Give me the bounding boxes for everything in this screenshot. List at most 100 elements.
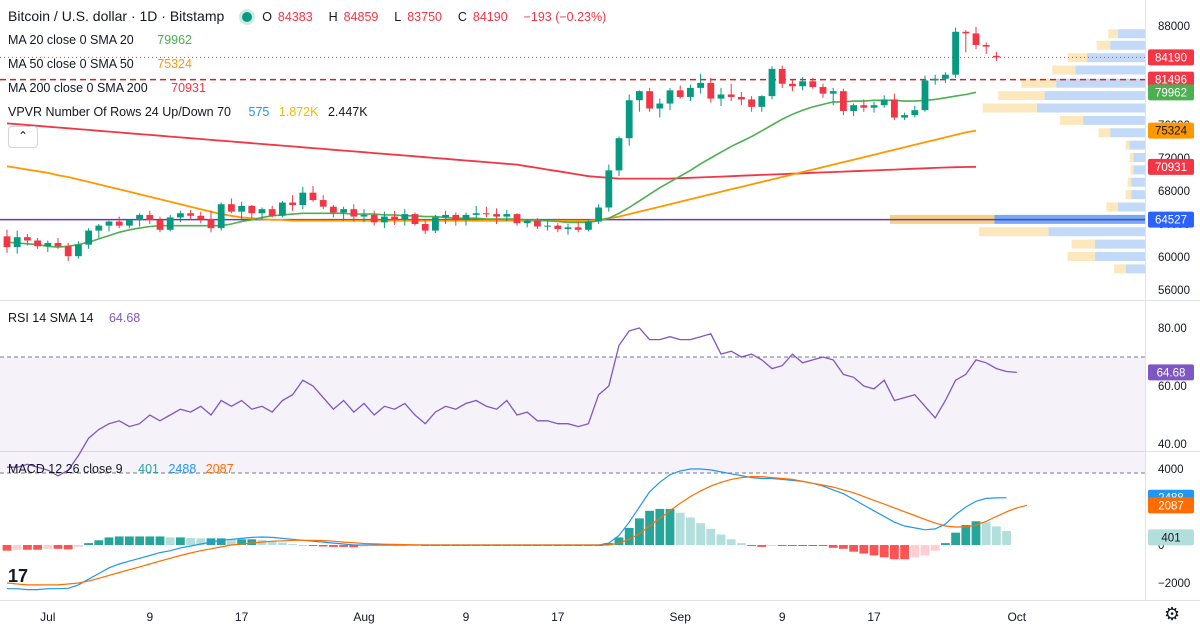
legend-ma200[interactable]: MA 200 close 0 SMA 200 70931 [8,80,212,96]
vpvr-bar-up [1125,264,1145,274]
vpvr-bar-down [1021,78,1057,88]
macd-hist-bar [12,545,22,550]
macd-hist-bar [329,545,338,547]
macd-tick-label: 4000 [1158,464,1184,476]
legend-vpvr-label: VPVR Number Of Rows 24 Up/Down 70 [8,105,232,119]
macd-badge-label: 401 [1161,532,1180,544]
candle-body [289,202,296,206]
candle-body [605,170,613,208]
price-badge-label: 81496 [1155,75,1187,87]
vpvr-bar-up [1044,91,1145,101]
candle-body [207,219,215,229]
vpvr-bar-down [1125,140,1130,150]
candle-body [574,227,582,230]
price-badge-label: 70931 [1155,162,1187,174]
candle-body [615,138,623,171]
legend-rsi-label: RSI 14 SMA 14 [8,311,94,325]
legend-ma200-label: MA 200 close 0 SMA 200 [8,81,148,95]
ohlc-high-label: H [328,10,338,24]
macd-hist-bar [165,537,175,545]
candle-body [258,209,266,214]
gear-icon[interactable]: ⚙ [1164,604,1181,624]
legend-vpvr-v3: 2.447K [327,105,368,119]
candle-body [809,81,817,88]
macd-hist-bar [961,525,971,545]
candle-body [13,237,21,248]
ohlc-close-label: C [457,10,467,24]
candle-body [228,204,235,212]
candle-body [319,200,327,207]
macd-hist-bar [84,543,93,545]
candle-body [452,214,460,220]
macd-hist-bar [359,545,369,547]
macd-hist-bar [747,545,756,546]
candle-body [911,110,919,116]
vpvr-bar-down [1098,128,1111,138]
collapse-legend-button[interactable]: ⌃ [8,126,38,148]
legend-ma20[interactable]: MA 20 close 0 SMA 20 79962 [8,32,198,48]
legend-rsi[interactable]: RSI 14 SMA 14 64.68 [8,310,146,326]
vpvr-bar-down [1127,177,1132,187]
legend-vpvr[interactable]: VPVR Number Of Rows 24 Up/Down 70 575 1.… [8,104,374,120]
macd-hist-bar [604,543,614,545]
candle-body [880,99,888,106]
vpvr-bar-down [1130,165,1134,175]
macd-hist-bar [930,545,940,551]
vpvr-bar-down [1067,53,1088,63]
candle-body [513,214,521,224]
vpvr-bar-up [1056,78,1145,88]
macd-hist-bar [828,545,838,548]
candle-body [738,96,745,100]
macd-hist-bar [614,537,624,545]
ohlc-low-label: L [394,10,402,24]
legend-ma50[interactable]: MA 50 close 0 SMA 50 75324 [8,56,198,72]
macd-hist-bar [696,523,705,545]
vpvr-bar-down [1108,29,1118,39]
legend-ma50-value: 75324 [157,57,193,71]
rsi-badge [1148,364,1194,381]
rsi-band [0,357,1145,473]
vpvr-bar-down [1052,65,1076,75]
ohlc-high: H 84859 [329,10,385,24]
macd-hist-bar [267,541,277,545]
vpvr-bar-up [1117,29,1145,39]
ohlc-close: C 84190 [458,10,514,24]
candle-body [656,103,664,109]
macd-hist-bar [635,518,644,545]
candle-body [381,216,388,223]
macd-hist-bar [155,536,165,545]
price-badge [1148,122,1194,139]
macd-hist-bar [706,528,716,545]
candle-body [891,99,898,118]
candle-body [901,115,908,118]
time-tick-label: 9 [146,610,153,624]
macd-hist-bar [237,539,246,545]
candle-body [768,68,776,97]
macd-histogram [2,508,1011,560]
macd-hist-bar [349,545,359,548]
macd-hist-bar [737,543,746,545]
candle-body [411,214,419,224]
symbol-title[interactable]: Bitcoin / U.S. dollar · 1D · Bitstamp [8,8,225,24]
macd-hist-bar [879,545,889,558]
vpvr-bar-down [1114,264,1126,274]
price-badge [1148,84,1194,101]
candle-body [503,214,511,217]
legend-ma20-value: 79962 [157,33,193,47]
time-tick-label: 9 [779,610,786,624]
candle-body [75,244,82,257]
macd-hist-bar [94,540,104,545]
macd-hist-bar [859,545,869,554]
tradingview-logo[interactable]: 17 [8,566,29,586]
legend-macd[interactable]: MACD 12 26 close 9 401 2488 2087 [8,461,240,477]
price-badge-label: 75324 [1155,126,1188,138]
vpvr-bar-up [1129,140,1145,150]
candle-body [972,33,980,45]
candle-body [493,214,500,217]
macd-hist-bar [849,545,858,552]
vpvr-bar-up [1094,239,1145,249]
macd-hist-bar [308,545,318,546]
macd-hist-bar [318,545,328,547]
